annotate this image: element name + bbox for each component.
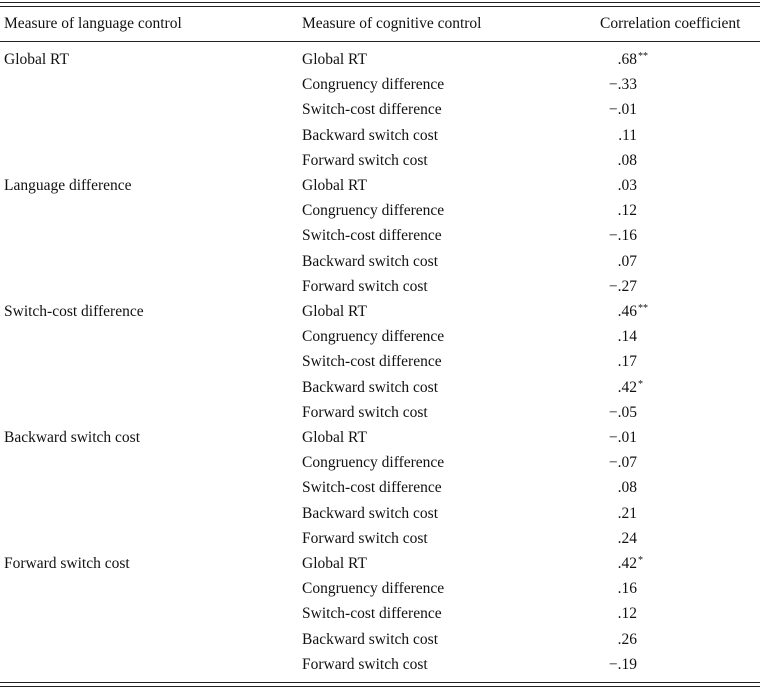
correlation-value: .07: [617, 252, 637, 270]
cognitive-measure: Global RT: [302, 555, 367, 572]
header-cell: Measure of language control: [4, 15, 182, 32]
header-cell: Correlation coefficient: [600, 15, 741, 32]
correlation-value: −.33: [608, 76, 637, 94]
correlation-value: .68: [617, 51, 637, 68]
correlation-value: .21: [617, 504, 637, 522]
cognitive-measure: Congruency difference: [302, 202, 445, 220]
correlation-value: .08: [617, 479, 637, 497]
cognitive-measure: Switch-cost difference: [302, 101, 442, 119]
correlation-value: .11: [618, 126, 637, 144]
cognitive-measure: Backward switch cost: [302, 630, 439, 648]
cognitive-measure: Congruency difference: [302, 76, 445, 94]
cognitive-measure: Backward switch cost: [302, 378, 439, 396]
significance-mark: **: [638, 51, 648, 62]
cognitive-measure: Global RT: [302, 177, 367, 194]
correlation-value: .24: [617, 529, 637, 547]
cognitive-measure: Switch-cost difference: [302, 227, 442, 245]
correlation-value: .14: [617, 328, 637, 346]
correlation-value: .12: [617, 605, 637, 623]
cognitive-measure: Switch-cost difference: [302, 605, 442, 623]
correlation-value: .26: [617, 630, 637, 648]
correlation-value: −.01: [608, 101, 637, 119]
cognitive-measure: Congruency difference: [302, 454, 445, 472]
significance-mark: *: [638, 378, 643, 390]
correlation-value: .46: [617, 303, 637, 320]
cognitive-measure: Switch-cost difference: [302, 353, 442, 371]
cognitive-measure: Forward switch cost: [302, 277, 428, 295]
cognitive-measure: Forward switch cost: [302, 151, 428, 169]
correlation-value: −.07: [608, 454, 637, 472]
bottom-rule: [0, 682, 760, 683]
correlation-value: .08: [617, 151, 637, 169]
top-rule: [0, 2, 760, 3]
language-measure: Global RT: [4, 51, 69, 68]
correlation-value: .03: [617, 177, 637, 194]
cognitive-measure: Global RT: [302, 51, 367, 68]
correlation-value: −.01: [608, 429, 637, 446]
top-rule: [0, 6, 760, 7]
cognitive-measure: Congruency difference: [302, 328, 445, 346]
cognitive-measure: Forward switch cost: [302, 655, 428, 673]
cognitive-measure: Forward switch cost: [302, 529, 428, 547]
language-measure: Forward switch cost: [4, 555, 130, 572]
correlation-value: .42: [617, 555, 637, 572]
cognitive-measure: Switch-cost difference: [302, 479, 442, 497]
correlation-value: .42: [617, 378, 637, 396]
correlation-value: .17: [617, 353, 637, 371]
correlation-value: −.05: [608, 403, 637, 421]
significance-mark: *: [638, 555, 643, 566]
correlation-value: .12: [617, 202, 637, 220]
correlation-value: −.27: [608, 277, 637, 295]
header-cell: Measure of cognitive control: [302, 15, 482, 32]
cognitive-measure: Global RT: [302, 303, 367, 320]
language-measure: Backward switch cost: [4, 429, 141, 446]
cognitive-measure: Backward switch cost: [302, 252, 439, 270]
significance-mark: **: [638, 303, 648, 314]
language-measure: Switch-cost difference: [4, 303, 144, 320]
cognitive-measure: Congruency difference: [302, 580, 445, 598]
bottom-rule: [0, 686, 760, 687]
correlation-value: −.16: [608, 227, 637, 245]
correlation-value: −.19: [608, 655, 637, 673]
cognitive-measure: Backward switch cost: [302, 504, 439, 522]
cognitive-measure: Backward switch cost: [302, 126, 439, 144]
language-measure: Language difference: [4, 177, 132, 194]
cognitive-measure: Forward switch cost: [302, 403, 428, 421]
cognitive-measure: Global RT: [302, 429, 367, 446]
header-rule: [0, 41, 760, 42]
correlation-value: .16: [617, 580, 637, 598]
